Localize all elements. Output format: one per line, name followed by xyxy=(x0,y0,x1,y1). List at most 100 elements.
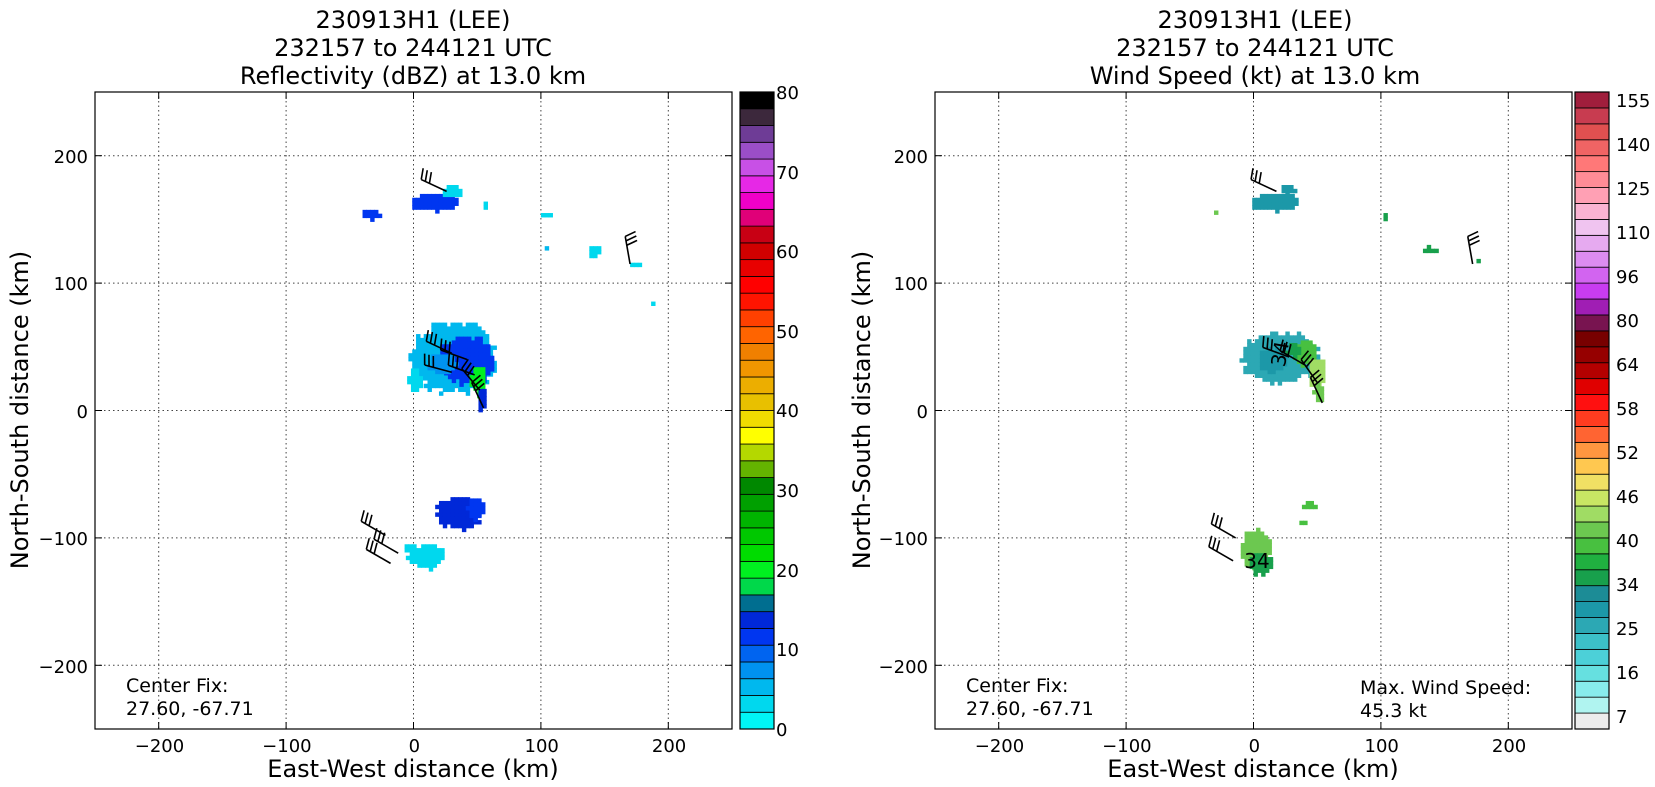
wind-echo-cell xyxy=(1296,362,1302,367)
reflectivity-echo-cell xyxy=(450,197,455,203)
wind-echo-cell xyxy=(1422,248,1428,254)
reflectivity-echo-cell xyxy=(469,382,474,387)
wind-echo-cell xyxy=(1285,188,1290,194)
reflectivity-echo-cell xyxy=(412,353,417,358)
reflectivity-echo-region xyxy=(407,368,424,392)
wind-echo-cell xyxy=(1250,342,1256,348)
reflectivity-echo-cell xyxy=(377,213,383,219)
wind-echo-cell xyxy=(1383,216,1388,222)
wind-echo-cell xyxy=(1253,557,1258,562)
wind-echo-cell xyxy=(1239,358,1244,363)
reflectivity-echo-cell xyxy=(458,334,463,339)
wind-echo-cell xyxy=(1258,339,1264,344)
reflectivity-echo-cell xyxy=(458,523,463,529)
reflectivity-echo-cell xyxy=(454,197,459,203)
wind-colorbar-tick: 64 xyxy=(1616,355,1639,376)
reflectivity-echo-cell xyxy=(463,348,468,353)
reflectivity-echo-cell xyxy=(459,363,464,368)
reflectivity-colorbar-tick: 0 xyxy=(776,720,787,741)
wind-echo-cell xyxy=(1289,358,1294,363)
wind-echo-cell xyxy=(1262,342,1267,348)
reflectivity-echo-cell xyxy=(424,559,430,564)
reflectivity-echo-cell xyxy=(458,512,463,517)
wind-colorbar-swatch xyxy=(1574,601,1610,618)
reflectivity-echo-cell xyxy=(446,185,452,190)
reflectivity-echo-cell xyxy=(469,502,474,507)
wind-echo-cell xyxy=(1256,550,1261,556)
wind-echo-cell xyxy=(1426,248,1432,254)
reflectivity-echo-cell xyxy=(482,392,487,398)
reflectivity-echo-cell xyxy=(454,497,459,502)
reflectivity-wind-barb xyxy=(439,338,468,361)
reflectivity-echo-cell xyxy=(474,348,480,353)
wind-echo-cell xyxy=(1312,390,1317,395)
reflectivity-echo-cell xyxy=(473,374,478,380)
reflectivity-echo-cell xyxy=(469,506,474,511)
wind-echo-cell xyxy=(1296,344,1302,349)
reflectivity-echo-cell xyxy=(442,504,448,510)
wind-colorbar-swatch xyxy=(1574,203,1610,220)
reflectivity-echo-cell xyxy=(459,340,464,345)
reflectivity-echo-cell xyxy=(438,197,444,203)
reflectivity-echo-cell xyxy=(467,351,472,357)
wind-echo-cell xyxy=(1271,365,1276,371)
reflectivity-echo-cell xyxy=(461,512,467,517)
wind-echo-region xyxy=(1259,346,1288,375)
wind-echo-cell xyxy=(1253,553,1258,558)
wind-echo-cell xyxy=(1292,369,1298,375)
wind-echo-cell xyxy=(1308,344,1313,349)
reflectivity-echo-cell xyxy=(481,337,486,343)
reflectivity-echo-cell xyxy=(435,193,440,199)
wind-echo-cell xyxy=(1256,201,1261,206)
reflectivity-colorbar-swatch xyxy=(739,376,775,395)
reflectivity-echo-cell xyxy=(473,502,478,507)
wind-echo-cell xyxy=(1214,210,1219,215)
reflectivity-wind-barb xyxy=(423,353,452,374)
wind-colorbar-swatch xyxy=(1574,489,1610,507)
wind-colorbar-tick: 16 xyxy=(1616,663,1639,684)
wind-echo-cell xyxy=(1244,554,1250,559)
reflectivity-echo-region xyxy=(544,246,550,251)
reflectivity-echo-cell xyxy=(465,334,471,339)
wind-echo-cell xyxy=(1299,520,1304,526)
wind-colorbar-swatch xyxy=(1574,410,1610,427)
reflectivity-echo-cell xyxy=(477,326,482,331)
reflectivity-echo-cell xyxy=(446,334,452,339)
reflectivity-echo-cell xyxy=(412,349,417,354)
reflectivity-echo-cell xyxy=(461,527,467,533)
reflectivity-echo-cell xyxy=(435,362,440,367)
reflectivity-echo-cell xyxy=(423,334,429,339)
reflectivity-echo-cell xyxy=(408,548,413,553)
wind-colorbar-swatch xyxy=(1574,505,1610,523)
reflectivity-echo-cell xyxy=(481,509,486,515)
reflectivity-echo-cell xyxy=(450,520,455,525)
wind-echo-cell xyxy=(1244,535,1250,540)
reflectivity-echo-cell xyxy=(470,359,476,364)
reflectivity-echo-cell xyxy=(482,388,487,394)
reflectivity-echo-cell xyxy=(428,544,434,549)
wind-echo-cell xyxy=(1259,535,1265,540)
reflectivity-echo-cell xyxy=(467,378,472,384)
reflectivity-echo-cell xyxy=(431,379,436,385)
wind-echo-cell xyxy=(1240,542,1246,548)
reflectivity-echo-cell xyxy=(470,344,476,349)
reflectivity-echo-cell xyxy=(454,520,459,525)
wind-echo-region xyxy=(1214,210,1219,215)
reflectivity-echo-cell xyxy=(423,341,429,347)
reflectivity-echo-cell xyxy=(413,551,418,557)
wind-echo-cell xyxy=(1296,335,1302,340)
reflectivity-echo-cell xyxy=(442,508,448,514)
reflectivity-echo-cell xyxy=(431,337,436,343)
reflectivity-echo-cell xyxy=(418,383,424,389)
reflectivity-echo-cell xyxy=(414,379,420,385)
wind-echo-cell xyxy=(1273,339,1279,344)
reflectivity-echo-cell xyxy=(442,379,448,385)
reflectivity-echo-cell xyxy=(461,334,467,339)
reflectivity-echo-cell xyxy=(489,367,495,372)
reflectivity-echo-cell xyxy=(407,376,412,381)
wind-echo-cell xyxy=(1317,367,1322,372)
wind-echo-cell xyxy=(1292,377,1298,382)
reflectivity-echo-cell xyxy=(465,506,471,511)
reflectivity-echo-cell xyxy=(484,337,490,343)
max-wind-speed-value: 45.3 kt xyxy=(1360,700,1427,722)
